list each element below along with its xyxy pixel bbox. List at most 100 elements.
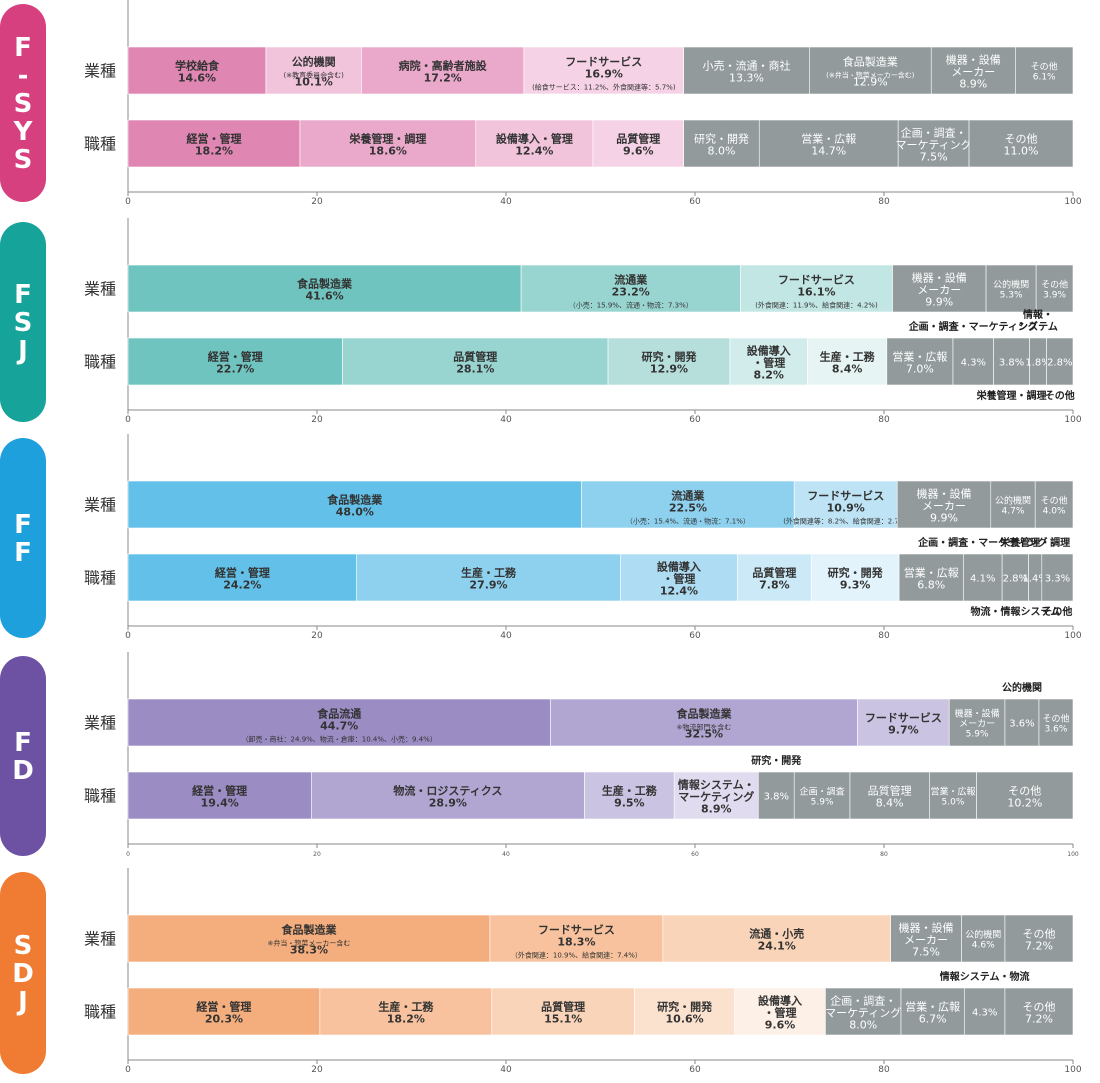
bar-value-label: 10.2%: [1007, 797, 1042, 810]
bar-segment: [1004, 987, 1074, 1036]
bar-segment-label: その他: [1022, 928, 1055, 941]
bar-segment-label: (※教育委員会含む): [284, 71, 345, 80]
panel-badge-letter: D: [12, 756, 34, 786]
bar-segment: [737, 553, 812, 602]
row-label-job: 職種: [84, 569, 116, 588]
bar-value-label: 5.9%: [966, 730, 989, 740]
bar-value-label: 4.1%: [970, 574, 995, 585]
bar-value-label: （小売：15.9%、流通・物流：7.3%）: [569, 301, 693, 310]
bar-value-label: 4.3%: [972, 1008, 997, 1019]
bar-segment: [489, 914, 664, 963]
bar-segment-label: ※弁当・惣菜メーカー含む: [268, 939, 351, 948]
bar-segment: [896, 480, 992, 529]
bar-value-label: 1.8%: [1025, 358, 1050, 369]
bar-segment: [311, 771, 585, 820]
bar-value-label: 8.4%: [876, 797, 904, 810]
bar-segment-label: 品質管理: [541, 1000, 585, 1014]
panel-badge-letter: F: [14, 510, 32, 540]
bar-value-label: 5.9%: [811, 798, 834, 808]
bar-segment: [683, 119, 760, 168]
bar-value-label: 14.6%: [178, 72, 216, 85]
bar-segment: [127, 698, 551, 747]
bar-segment: [662, 914, 891, 963]
bar-segment: [993, 337, 1030, 386]
bar-segment: [810, 553, 900, 602]
bar-value-label: 18.6%: [369, 145, 407, 158]
bar-segment: [929, 771, 977, 820]
bar-value-label: 32.5%: [685, 728, 723, 741]
bar-value-label: (外食関連等：8.2%、給食関連：2.7%): [783, 517, 908, 526]
bar-segment-label: 機器・設備: [946, 53, 1001, 67]
bar-segment: [127, 553, 357, 602]
x-tick-label: 100: [1064, 197, 1081, 207]
bar-segment: [1038, 698, 1074, 747]
bar-value-label: 3.9%: [1043, 291, 1066, 301]
bar-segment: [897, 119, 970, 168]
bar-segment: [968, 119, 1074, 168]
bar-segment: [985, 264, 1037, 313]
panel-badge-letter: F: [14, 728, 32, 758]
bar-segment: [299, 119, 477, 168]
bar-segment: [825, 987, 902, 1036]
x-tick-label: 100: [1064, 631, 1081, 641]
x-tick-label: 0: [125, 197, 131, 207]
bar-value-label: 48.0%: [336, 506, 374, 519]
bar-segment-label: 営業・広報: [905, 1000, 960, 1014]
row-label-job: 職種: [84, 1003, 116, 1022]
bar-segment-label: 経営・管理: [186, 132, 241, 146]
bar-value-label: 7.2%: [1025, 940, 1053, 953]
bar-segment-label: メーカー: [922, 500, 966, 513]
bar-segment-label: 学校給食: [175, 59, 220, 73]
bar-segment-label: 品質管理: [868, 784, 912, 798]
bar-segment-label: 機器・設備: [912, 271, 967, 285]
x-tick-label: 40: [500, 197, 512, 207]
bar-segment: [356, 553, 621, 602]
x-tick-label: 0: [125, 415, 131, 425]
bar-segment-label: 企画・調査・: [901, 126, 967, 140]
bar-value-label: 12.4%: [660, 585, 698, 598]
bar-callout-label: 企画・調査・マーケティング: [908, 320, 1038, 333]
bar-value-label: 4.0%: [1043, 507, 1066, 517]
bar-value-label: 18.2%: [387, 1013, 425, 1026]
row-label-industry: 業種: [84, 280, 116, 299]
bar-value-label: 8.9%: [959, 78, 987, 91]
row-label-industry: 業種: [84, 714, 116, 733]
bar-segment-label: 食品流通: [317, 707, 361, 721]
bar-segment: [890, 914, 962, 963]
bar-callout-label: その他: [1042, 605, 1072, 618]
bar-value-label: 24.1%: [758, 940, 796, 953]
bar-segment: [127, 46, 267, 95]
bar-value-label: 2.8%: [1047, 358, 1072, 369]
x-tick-label: 20: [313, 851, 321, 858]
bar-segment: [1004, 914, 1074, 963]
bar-segment-label: 情報システム・: [678, 778, 755, 792]
bar-callout-label: 研究・開発: [751, 754, 802, 767]
bar-segment: [550, 698, 858, 747]
panel-badge-letter: J: [16, 336, 28, 366]
bar-value-label: 3.3%: [1045, 574, 1070, 585]
bar-value-label: 7.2%: [1025, 1013, 1053, 1026]
bar-segment-label: 病院・高齢者施設: [399, 59, 488, 73]
bar-value-label: 7.8%: [759, 579, 790, 592]
bar-value-label: 9.7%: [888, 724, 919, 737]
bar-segment-label: 機器・設備: [899, 921, 954, 935]
bar-segment: [592, 119, 684, 168]
bar-value-label: 10.1%: [295, 76, 333, 89]
x-tick-label: 40: [500, 631, 512, 641]
bar-segment-label: 経営・管理: [215, 566, 270, 580]
bar-segment-label: フードサービス: [778, 273, 855, 287]
bar-segment: [900, 987, 965, 1036]
bar-segment: [342, 337, 609, 386]
bar-callout-label: 栄養管理・調理: [999, 536, 1070, 549]
bar-segment-label: 公的機関: [292, 55, 336, 69]
bar-segment-label: 公的機関: [993, 279, 1029, 291]
bar-segment: [523, 46, 684, 95]
bar-segment: [961, 914, 1006, 963]
bar-value-label: 3.8%: [999, 358, 1024, 369]
bar-value-label: 11.0%: [1004, 145, 1039, 158]
x-tick-label: 20: [311, 1065, 323, 1075]
bar-value-label: 10.6%: [666, 1013, 704, 1026]
row-label-industry: 業種: [84, 496, 116, 515]
bar-callout-label: 物流・情報システム: [971, 605, 1061, 618]
bar-value-label: 5.3%: [1000, 291, 1023, 301]
